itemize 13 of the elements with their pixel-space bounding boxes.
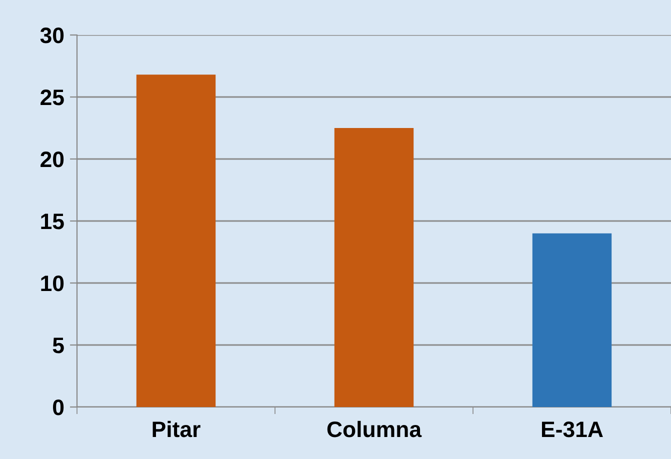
x-tick-label: Pitar <box>152 420 200 438</box>
x-tick-label: E-31A <box>542 421 603 438</box>
bar <box>136 74 216 407</box>
bar <box>532 233 612 407</box>
y-tick-label: 20 <box>40 152 64 168</box>
y-tick-label: 10 <box>41 276 64 292</box>
y-tick-label: 25 <box>40 90 64 106</box>
y-tick-label: 30 <box>40 28 64 44</box>
y-tick-label: 0 <box>53 400 64 416</box>
y-tick-label: 5 <box>52 338 64 354</box>
y-tick-label: 15 <box>41 214 64 230</box>
x-tick-label: Columna <box>327 420 422 438</box>
bar <box>334 128 414 407</box>
